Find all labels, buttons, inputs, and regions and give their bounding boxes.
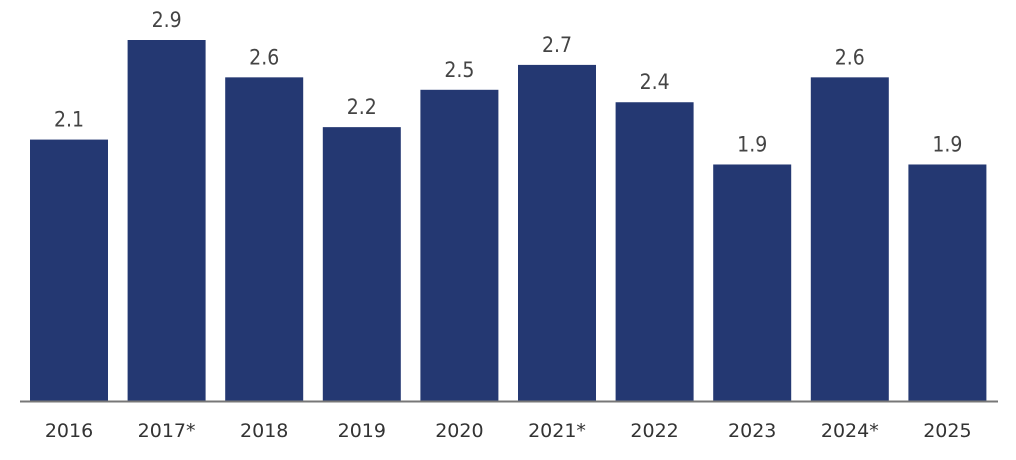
bar-9: [908, 164, 987, 401]
value-label-0: 2.1: [54, 108, 84, 132]
bar-1: [127, 40, 206, 401]
x-tick-labels-group: 2016 2017* 2018 2019 2020 2021* 2022 2023 2024* 2…: [45, 420, 972, 442]
value-label-5: 2.7: [542, 33, 572, 57]
value-label-9: 1.9: [932, 132, 962, 156]
bar-0: [30, 139, 108, 401]
bar-5: [518, 64, 596, 402]
bar-8: [810, 77, 889, 402]
x-tick-label-9: 2025: [923, 420, 971, 442]
value-label-4: 2.5: [444, 58, 474, 82]
bar-7: [713, 164, 792, 401]
bars-group: [30, 40, 987, 402]
value-label-2: 2.6: [249, 45, 279, 69]
x-tick-label-5: 2021*: [528, 420, 586, 442]
x-tick-label-4: 2020: [435, 420, 483, 442]
x-tick-label-3: 2019: [338, 420, 386, 442]
x-tick-label-2: 2018: [240, 420, 288, 442]
value-label-1: 2.9: [152, 8, 182, 32]
value-label-8: 2.6: [835, 45, 865, 69]
value-labels-group: 2.1 2.9 2.6 2.2 2.5 2.7 2.4 1.9 2.6 1.9: [54, 8, 962, 156]
x-tick-label-0: 2016: [45, 420, 93, 442]
bar-4: [420, 89, 499, 402]
x-tick-label-8: 2024*: [821, 420, 879, 442]
x-tick-label-1: 2017*: [138, 420, 196, 442]
value-label-7: 1.9: [737, 132, 767, 156]
bar-6: [615, 102, 694, 401]
bar-2: [225, 77, 304, 402]
value-label-3: 2.2: [347, 95, 377, 119]
x-tick-label-6: 2022: [630, 420, 678, 442]
x-tick-label-7: 2023: [728, 420, 776, 442]
bar-3: [322, 127, 401, 401]
value-label-6: 2.4: [640, 70, 670, 94]
